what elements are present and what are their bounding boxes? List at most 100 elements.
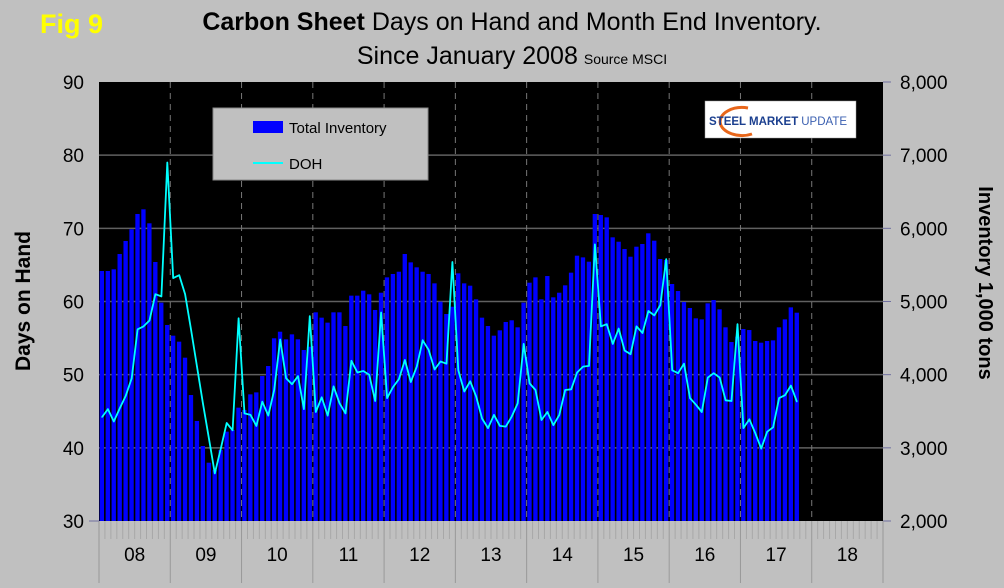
inventory-bar xyxy=(640,243,645,521)
inventory-bar xyxy=(319,317,324,521)
inventory-bar xyxy=(622,249,627,522)
inventory-bar xyxy=(372,309,378,521)
inventory-bar xyxy=(260,375,265,521)
inventory-bar xyxy=(592,213,598,521)
doh-point xyxy=(582,366,584,368)
year-label: 09 xyxy=(195,545,216,566)
doh-point xyxy=(232,429,234,431)
doh-point xyxy=(588,365,590,367)
doh-point xyxy=(315,411,317,413)
inventory-bar xyxy=(396,271,402,521)
inventory-bar xyxy=(456,273,461,521)
inventory-bar xyxy=(598,215,603,521)
inventory-bar xyxy=(176,341,182,521)
doh-point xyxy=(166,161,168,164)
doh-point xyxy=(368,374,370,376)
doh-point xyxy=(629,353,632,355)
doh-point xyxy=(612,343,614,345)
inventory-bar xyxy=(604,217,609,521)
doh-point xyxy=(534,389,537,391)
right-tick-label: 6,000 xyxy=(900,219,948,240)
doh-point xyxy=(113,420,115,423)
inventory-bar xyxy=(438,301,443,521)
doh-point xyxy=(647,310,649,312)
doh-point xyxy=(439,360,442,363)
doh-point xyxy=(309,315,311,317)
inventory-bar xyxy=(467,285,473,521)
left-tick-label: 50 xyxy=(63,366,84,387)
doh-point xyxy=(255,425,257,427)
doh-point xyxy=(600,325,602,327)
legend: Total Inventory DOH xyxy=(212,107,429,181)
doh-point xyxy=(719,376,721,379)
doh-point xyxy=(523,343,525,345)
doh-point xyxy=(772,426,774,428)
inventory-bar xyxy=(271,338,277,521)
inventory-bar xyxy=(574,255,580,521)
inventory-bar xyxy=(224,431,229,521)
doh-point xyxy=(790,385,792,387)
inventory-bar xyxy=(212,470,217,521)
inventory-bar xyxy=(307,346,312,521)
inventory-bar xyxy=(735,336,740,521)
doh-point xyxy=(540,419,543,421)
inventory-bar xyxy=(545,276,550,521)
inventory-bar xyxy=(117,254,122,521)
doh-point xyxy=(618,327,620,330)
doh-point xyxy=(333,385,335,387)
doh-point xyxy=(142,325,145,327)
doh-point xyxy=(499,425,501,427)
inventory-bar xyxy=(533,277,538,521)
legend-label-inventory: Total Inventory xyxy=(289,120,387,137)
inventory-bar xyxy=(277,331,283,521)
inventory-bar xyxy=(111,269,116,521)
doh-point xyxy=(249,414,252,416)
inventory-bar xyxy=(693,318,698,521)
inventory-bars xyxy=(99,209,799,522)
inventory-bar xyxy=(521,302,526,521)
inventory-bar xyxy=(242,410,247,521)
doh-point xyxy=(416,366,418,368)
doh-point xyxy=(267,415,269,417)
doh-point xyxy=(428,349,430,351)
doh-point xyxy=(659,304,661,306)
doh-point xyxy=(392,386,394,388)
inventory-bar xyxy=(254,392,259,521)
doh-point xyxy=(766,431,768,433)
inventory-bar xyxy=(236,407,241,521)
inventory-bar xyxy=(200,446,206,521)
doh-point xyxy=(481,417,483,420)
inventory-bar xyxy=(408,262,413,521)
inventory-bar xyxy=(384,277,390,521)
legend-label-doh: DOH xyxy=(289,156,322,173)
inventory-bar xyxy=(206,462,211,521)
inventory-bar xyxy=(337,312,342,521)
inventory-bar xyxy=(218,450,223,521)
inventory-bar xyxy=(325,322,330,521)
doh-point xyxy=(736,323,739,325)
doh-point xyxy=(475,396,477,398)
doh-point xyxy=(344,412,347,415)
inventory-bar xyxy=(794,312,799,521)
doh-point xyxy=(374,400,376,402)
doh-point xyxy=(190,329,192,331)
doh-point xyxy=(457,369,459,371)
inventory-bar xyxy=(349,295,354,521)
doh-point xyxy=(356,371,358,374)
inventory-bar xyxy=(432,283,437,521)
doh-line xyxy=(101,161,798,475)
inventory-bar xyxy=(194,420,200,521)
inventory-bar xyxy=(758,342,764,521)
doh-point xyxy=(321,396,323,398)
doh-point xyxy=(184,293,186,295)
doh-point xyxy=(285,377,287,379)
doh-point xyxy=(564,389,566,391)
doh-point xyxy=(463,390,465,393)
inventory-bar xyxy=(266,366,271,521)
logo: STEEL MARKET UPDATE xyxy=(704,100,857,139)
inventory-bar xyxy=(646,233,651,522)
year-label: 08 xyxy=(124,545,145,566)
doh-point xyxy=(433,368,436,371)
doh-point xyxy=(327,415,329,417)
source-text: Source MSCI xyxy=(584,51,667,67)
